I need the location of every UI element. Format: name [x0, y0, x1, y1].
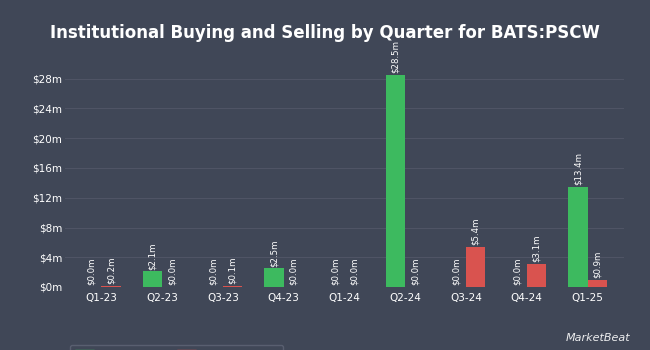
Text: $0.2m: $0.2m: [107, 256, 116, 284]
Bar: [588, 280, 607, 287]
Text: $0.0m: $0.0m: [289, 258, 298, 285]
Text: MarketBeat: MarketBeat: [566, 333, 630, 343]
Text: $3.1m: $3.1m: [532, 234, 541, 262]
Text: $0.0m: $0.0m: [87, 258, 96, 285]
Text: $0.0m: $0.0m: [452, 258, 461, 285]
Text: $28.5m: $28.5m: [391, 40, 400, 73]
Text: $0.0m: $0.0m: [411, 258, 419, 285]
Text: $0.0m: $0.0m: [513, 258, 521, 285]
Bar: [143, 271, 162, 287]
Bar: [526, 264, 546, 287]
Text: $0.0m: $0.0m: [168, 258, 176, 285]
Bar: [568, 187, 588, 287]
Text: $0.0m: $0.0m: [350, 258, 359, 285]
Legend: Total Inflows, Total Outflows: Total Inflows, Total Outflows: [70, 344, 283, 350]
Bar: [466, 247, 486, 287]
Text: Institutional Buying and Selling by Quarter for BATS:PSCW: Institutional Buying and Selling by Quar…: [50, 25, 600, 42]
Bar: [223, 286, 242, 287]
Bar: [101, 286, 121, 287]
Text: $13.4m: $13.4m: [573, 153, 582, 186]
Bar: [265, 268, 284, 287]
Text: $0.0m: $0.0m: [209, 258, 218, 285]
Text: $0.1m: $0.1m: [228, 257, 237, 285]
Text: $0.9m: $0.9m: [593, 251, 602, 279]
Text: $5.4m: $5.4m: [471, 217, 480, 245]
Text: $2.1m: $2.1m: [148, 242, 157, 270]
Text: $0.0m: $0.0m: [330, 258, 339, 285]
Text: $2.5m: $2.5m: [270, 239, 278, 267]
Bar: [386, 75, 405, 287]
